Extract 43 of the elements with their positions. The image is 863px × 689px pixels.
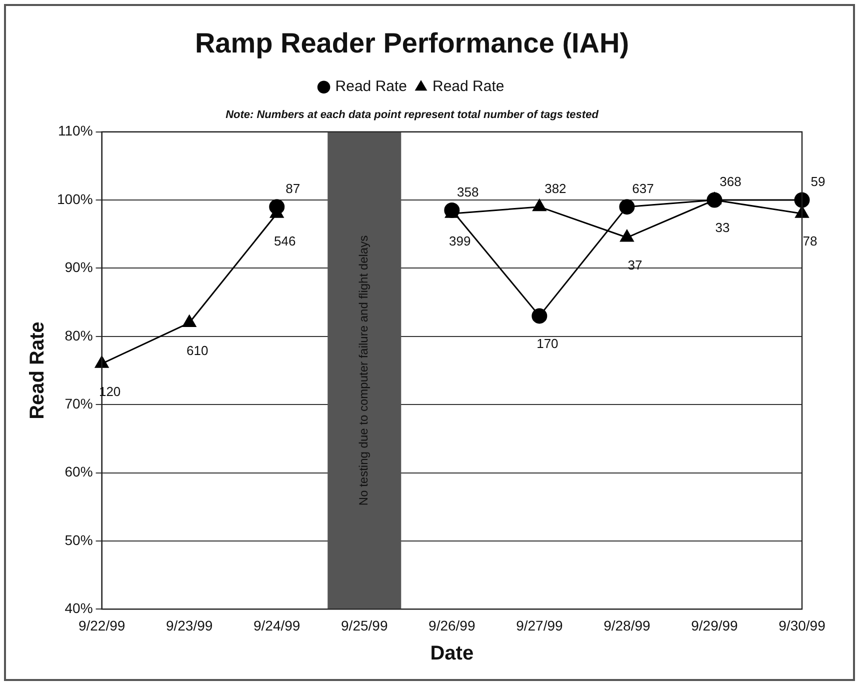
x-tick-label: 9/29/99 — [691, 617, 738, 634]
legend-label: Read Rate — [335, 78, 408, 96]
legend-label: Read Rate — [432, 78, 504, 96]
x-tick-label: 9/22/99 — [78, 617, 126, 634]
annotation: 637 — [632, 180, 654, 196]
x-axis-title: Date — [430, 642, 474, 665]
point — [620, 230, 634, 242]
annotation: 78 — [802, 234, 818, 249]
x-tick-label: 9/27/99 — [516, 617, 563, 634]
chart-subtitle: Note: Numbers at each data point represent total number of tags tested — [226, 109, 599, 122]
y-tick-label: 80% — [64, 327, 93, 344]
y-axis-title: Read Rate — [26, 322, 49, 420]
point — [794, 192, 810, 208]
annotation: 33 — [715, 220, 730, 236]
point — [532, 199, 546, 212]
y-tick-label: 90% — [64, 259, 93, 276]
x-tick-label: 9/30/99 — [778, 617, 826, 634]
annotation: 382 — [544, 180, 566, 196]
annotation: 399 — [449, 234, 471, 249]
point — [532, 308, 548, 324]
annotation: 59 — [810, 174, 826, 190]
band-label: No testing due to computer failure and flight delays — [356, 235, 371, 506]
y-tick-label: 70% — [64, 395, 93, 412]
y-tick-label: 60% — [64, 464, 93, 480]
point — [795, 206, 809, 218]
x-tick-label: 9/24/99 — [253, 617, 300, 634]
x-tick-label: 9/28/99 — [604, 617, 651, 634]
point — [619, 199, 635, 215]
annotation: 610 — [186, 342, 208, 358]
y-tick-label: 50% — [64, 532, 93, 548]
x-tick-label: 9/25/99 — [341, 617, 388, 634]
annotation: 546 — [274, 234, 296, 249]
x-tick-label: 9/26/99 — [428, 617, 476, 634]
annotation: 358 — [457, 184, 479, 200]
annotation: 368 — [720, 174, 742, 190]
y-tick-label: 110% — [58, 122, 93, 139]
annotation: 87 — [286, 180, 300, 196]
y-tick-label: 100% — [56, 190, 93, 207]
chart-title: Ramp Reader Performance (IAH) — [194, 28, 630, 59]
annotation: 170 — [536, 336, 558, 352]
y-tick-label: 40% — [64, 600, 93, 616]
point — [182, 315, 196, 328]
x-tick-label: 9/23/99 — [166, 617, 213, 634]
